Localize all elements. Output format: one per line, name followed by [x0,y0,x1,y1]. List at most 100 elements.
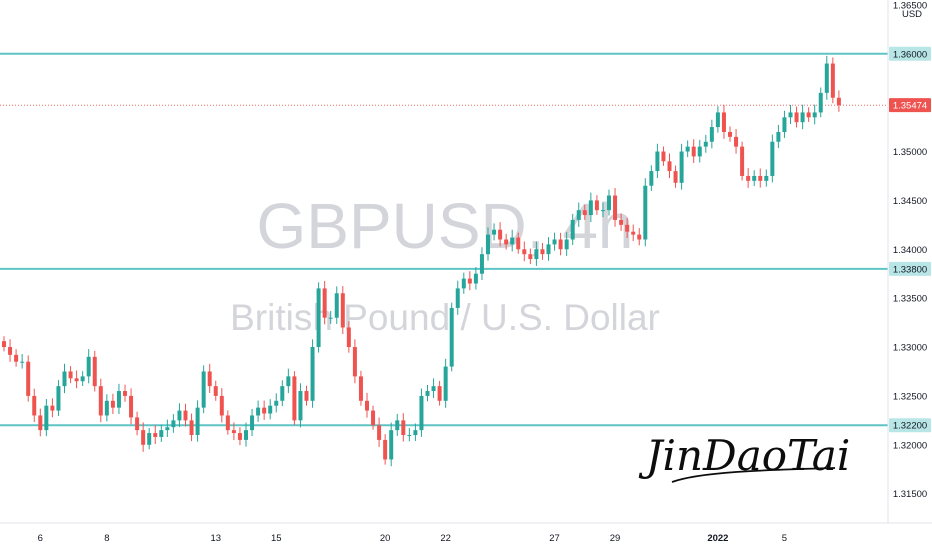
candle-body [110,400,115,408]
candle-body [413,430,418,436]
candle-body [225,415,230,431]
candle-body [703,141,708,147]
x-tick-labels: 6 8 13 15 20 22 27 29 2022 5 [38,533,787,544]
candle-body [510,237,515,245]
candle-body [334,293,339,318]
candle-body [171,420,176,428]
candle-body [165,427,170,431]
x-tick-label: 6 [38,533,43,544]
candle-body [764,175,769,181]
candle-body [195,407,200,436]
candle-body [262,407,267,414]
candle-body [256,407,261,416]
candle-body [2,341,6,348]
candle-body [123,391,127,396]
y-tick-label: 1.34000 [893,245,927,256]
candle-body [116,391,121,408]
candle-body [74,378,79,382]
x-tick-label: 8 [104,533,109,544]
candle-body [467,278,472,284]
candle-body [104,400,109,416]
candle-body [56,386,61,411]
candle-body [135,417,140,431]
candle-body [129,395,134,418]
candle-body [310,347,315,401]
candle-body [746,175,751,181]
y-tick-label: 1.33500 [893,294,927,305]
watermark-symbol: GBPUSD, 4h [256,190,633,262]
candle-body [443,366,448,401]
candle-body [564,239,569,250]
candle-body [80,376,85,382]
candle-body [504,239,509,245]
candle-body [286,376,291,387]
candle-body [498,229,503,240]
candle-body [625,224,630,232]
candle-body [20,361,25,363]
candles [2,55,841,467]
candle-body [570,219,575,240]
y-tick-labels: 1.36500 1.35000 1.34500 1.34000 1.33500 1.330… [893,0,927,500]
candle-body [189,420,194,436]
candle-body [522,249,527,255]
candle-body [794,112,799,123]
candle-body [274,400,279,406]
candle-body [461,278,466,289]
candle-body [667,161,672,172]
candle-body [492,229,497,235]
y-tick-label: 1.32000 [893,440,927,451]
candle-body [776,131,781,142]
candle-body [552,239,557,245]
level-price-badge-bg [889,261,931,276]
y-tick-label: 1.36500 [893,0,927,11]
candle-body [740,146,745,176]
level-price-badge: 1.36000 [893,49,927,60]
y-tick-label: 1.35000 [893,147,927,158]
candle-body [207,371,212,387]
candle-body [455,288,460,308]
candle-body [346,327,351,348]
candle-body [141,430,146,445]
candle-body [371,410,376,426]
candle-body [661,151,666,162]
candle-body [486,234,490,255]
y-tick-label: 1.33000 [893,343,927,354]
candle-body [401,420,406,436]
candle-body [389,430,394,460]
candle-body [298,391,303,421]
candle-body [806,112,811,118]
x-tick-label: 2022 [707,533,728,544]
candle-body [92,356,97,387]
candle-body [213,386,218,396]
candle-body [546,244,551,255]
candle-body [425,391,430,396]
price-axis[interactable]: USD 1.365001.350001.345001.340001.335001… [887,0,932,550]
candle-body [576,210,581,220]
candle-body [419,395,424,431]
candle-body [836,97,841,106]
time-axis[interactable]: 6 8 13 15 20 22 27 29 2022 5 [0,522,932,544]
candle-body [673,171,678,183]
candle-body [752,175,757,181]
candle-body [643,185,648,240]
candle-body [316,288,321,348]
candle-body [758,175,763,181]
candle-body [594,200,599,211]
currency-label: USD [902,9,922,20]
level-price-badge-bg [889,46,931,61]
candle-body [600,210,605,212]
candle-body [655,151,660,172]
candle-body [637,234,642,240]
level-price-badge-bg [889,418,931,433]
candle-body [830,63,835,98]
watermark-description: British Pound / U.S. Dollar [230,297,660,338]
candle-body [449,307,454,367]
candle-body [38,415,43,431]
candle-body [14,354,19,362]
candle-body [237,433,242,440]
candle-body [98,386,103,416]
candle-body [691,146,696,157]
candle-body [697,146,702,157]
